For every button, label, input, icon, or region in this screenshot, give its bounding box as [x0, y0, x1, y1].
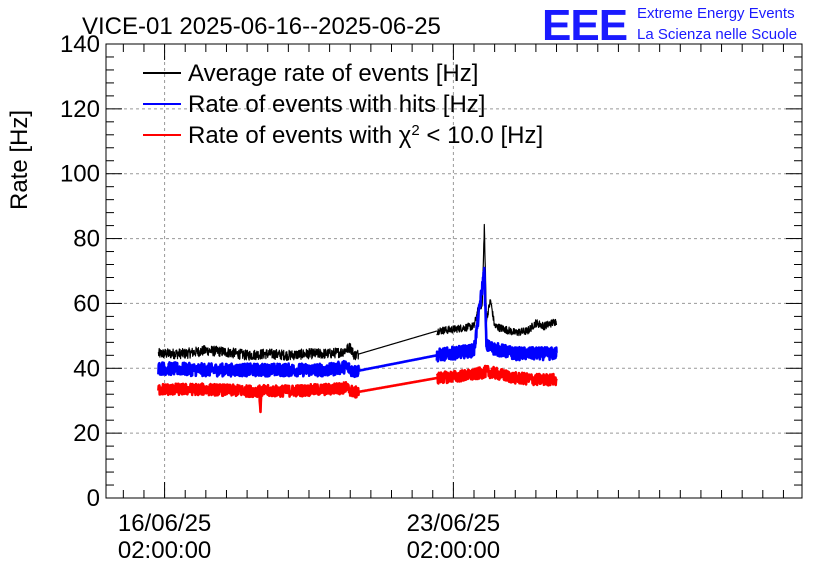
x-tick-date: 16/06/25: [118, 510, 211, 537]
legend-tail: < 10.0 [Hz]: [420, 122, 543, 149]
series-line-0-segment-0: [157, 330, 438, 361]
y-tick-label: 0: [87, 485, 100, 512]
eee-logo: EEE Extreme Energy Events La Scienza nel…: [542, 1, 797, 50]
series-line-1-segment-0: [157, 354, 438, 379]
series-2: [157, 364, 558, 414]
logo-line2: La Scienza nelle Scuole: [637, 26, 797, 43]
x-tick-date: 23/06/25: [407, 510, 500, 537]
plot-frame: [105, 43, 803, 499]
x-tick-time: 02:00:00: [407, 537, 500, 564]
y-tick-label: 120: [60, 96, 100, 123]
legend-entry-1: Rate of events with hits [Hz]: [188, 91, 485, 118]
y-tick-label: 60: [73, 290, 100, 317]
series-line-2-segment-0: [157, 376, 438, 414]
logo-line1: Extreme Energy Events: [637, 5, 795, 22]
series-line-1-segment-1: [435, 266, 558, 363]
x-tick-time: 02:00:00: [118, 537, 211, 564]
legend: Average rate of events [Hz] Rate of event…: [143, 60, 543, 149]
legend-superscript: 2: [411, 122, 419, 139]
tick-layer: 02040608010012014016/06/2502:00:0023/06/…: [60, 31, 802, 564]
series-1: [157, 266, 558, 379]
chart-title: VICE-01 2025-06-16--2025-06-25: [82, 13, 441, 40]
legend-entry-2: Rate of events with χ2 < 10.0 [Hz]: [188, 122, 543, 150]
y-tick-label: 40: [73, 355, 100, 382]
series-0: [157, 223, 558, 361]
y-tick-label: 80: [73, 226, 100, 253]
y-tick-label: 20: [73, 420, 100, 447]
series-line-0-segment-1: [436, 223, 558, 337]
y-tick-label: 100: [60, 161, 100, 188]
series-line-2-segment-1: [435, 364, 558, 387]
y-tick-label: 140: [60, 31, 100, 58]
y-axis-label: Rate [Hz]: [6, 110, 33, 210]
series-layer: [157, 223, 558, 414]
logo-mark: EEE: [542, 1, 627, 50]
legend-entry-0: Average rate of events [Hz]: [188, 60, 478, 87]
